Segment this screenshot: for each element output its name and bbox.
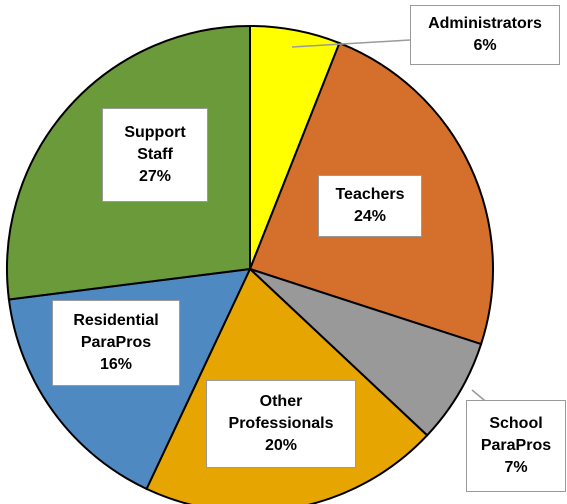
data-label: Administrators 6% [410,5,560,65]
value-label: 6% [473,37,497,54]
value-label: 24% [353,208,387,225]
data-label: Teachers 24% [318,175,422,237]
category-label: Other Professionals [228,393,334,432]
value-label: 27% [138,168,172,185]
category-label: Teachers [335,186,405,203]
value-label: 20% [264,437,298,454]
data-label: Residential ParaPros 16% [52,300,180,386]
data-label: School ParaPros 7% [466,400,566,492]
category-label: Residential ParaPros [73,312,159,351]
value-label: 7% [504,459,528,476]
leader-line [291,39,411,48]
category-label: Administrators [428,15,542,32]
pie-slice [249,268,483,437]
value-label: 16% [99,356,133,373]
data-label: Support Staff 27% [102,108,208,202]
data-label: Other Professionals 20% [206,380,356,468]
category-label: Support Staff [124,124,186,163]
category-label: School ParaPros [480,415,552,454]
